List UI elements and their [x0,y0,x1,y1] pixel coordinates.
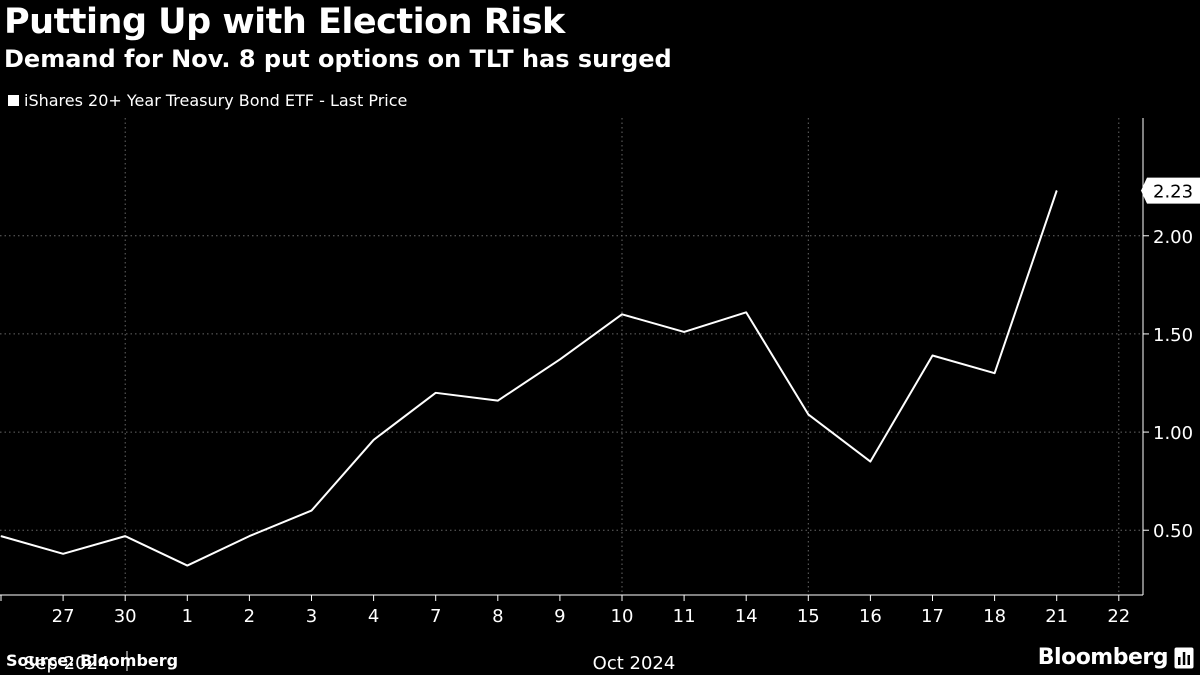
data-point [807,413,809,415]
x-tick-label: 18 [983,606,1006,627]
bloomberg-terminal-icon [1174,647,1194,669]
x-tick-label: 14 [735,606,758,627]
last-value-label-group: 2.23 [1141,177,1200,204]
data-point [869,461,871,463]
x-period-label: Sep 2024 [24,653,109,674]
x-tick-label: 21 [1045,606,1068,627]
x-tick-label: 3 [306,606,317,627]
x-period-label: Oct 2024 [593,653,676,674]
y-tick-label: 0.50 [1153,521,1193,542]
y-tick-label: 2.00 [1153,227,1193,248]
x-tick-label: 30 [114,606,137,627]
y-axis-ticks: 0.50 1.00 1.50 2.00 [1143,227,1193,542]
x-tick-label: 2 [244,606,255,627]
y-tick-label: 1.50 [1153,325,1193,346]
x-tick-label: 8 [492,606,503,627]
x-tick-label: 9 [554,606,565,627]
chart-subtitle: Demand for Nov. 8 put options on TLT has… [4,45,672,73]
x-tick-label: 4 [368,606,379,627]
data-point [994,372,996,374]
data-point [62,553,64,555]
data-point [124,535,126,537]
last-value-badge [1141,177,1200,204]
data-point [621,313,623,315]
x-tick-label: 10 [611,606,634,627]
chart-title: Putting Up with Election Risk [4,2,565,42]
y-tick-label: 1.00 [1153,423,1193,444]
data-point [932,355,933,357]
series-line [0,190,1058,567]
legend-label: iShares 20+ Year Treasury Bond ETF - Las… [24,91,408,110]
series [0,190,1058,567]
data-point [497,400,499,402]
last-value-label: 2.23 [1153,182,1193,203]
data-point [435,392,437,394]
x-tick-label: 16 [859,606,882,627]
x-axis-ticks: 27 30 1 2 3 4 7 8 9 10 11 14 15 16 17 18 21 22 Sep 2024 Oct… [0,595,1130,674]
legend: iShares 20+ Year Treasury Bond ETF - Las… [8,91,407,110]
x-tick-label: 22 [1107,606,1130,627]
legend-swatch [8,95,19,106]
axes [0,118,1144,596]
data-point [559,358,561,360]
data-point [373,439,375,441]
bloomberg-logo: Bloomberg [1037,645,1169,670]
source-note: Source: Bloomberg [6,651,179,670]
data-point [186,565,188,567]
data-point [1056,190,1058,192]
data-point [745,311,747,313]
x-tick-label: 11 [673,606,696,627]
x-tick-label: 27 [52,606,75,627]
data-point [683,331,685,333]
x-tick-label: 1 [182,606,193,627]
data-point [311,510,312,512]
x-tick-label: 15 [797,606,820,627]
x-tick-label: 17 [921,606,944,627]
data-point [0,535,2,537]
x-tick-label: 7 [430,606,441,627]
data-point [248,535,250,537]
grid-lines [0,118,1143,595]
